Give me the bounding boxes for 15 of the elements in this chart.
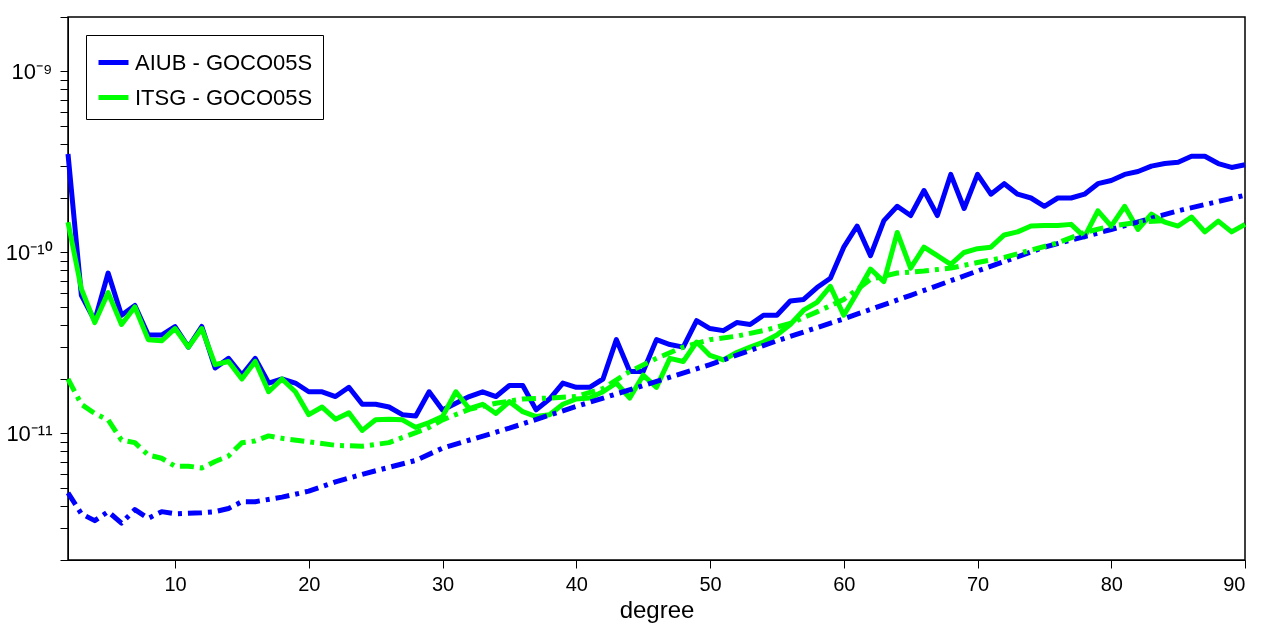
legend-label: ITSG - GOCO05S bbox=[135, 84, 313, 110]
y-tick-label: 10⁻⁹ bbox=[11, 58, 53, 84]
x-tick-label: 80 bbox=[1100, 572, 1123, 595]
x-tick-label: 30 bbox=[431, 572, 455, 595]
x-tick-label: 70 bbox=[966, 572, 990, 595]
legend-label: AIUB - GOCO05S bbox=[135, 49, 313, 75]
x-tick-label: 50 bbox=[699, 572, 722, 595]
x-tick-label: 40 bbox=[565, 572, 588, 595]
x-tick-label: 60 bbox=[833, 572, 856, 595]
x-axis-title: degree bbox=[619, 595, 695, 623]
x-tick-label: 20 bbox=[298, 572, 321, 595]
y-tick-label: 10⁻¹¹ bbox=[6, 420, 53, 446]
x-tick-label: 90 bbox=[1223, 572, 1246, 595]
x-tick-label: 10 bbox=[164, 572, 187, 595]
y-tick-label: 10⁻¹⁰ bbox=[5, 239, 53, 265]
